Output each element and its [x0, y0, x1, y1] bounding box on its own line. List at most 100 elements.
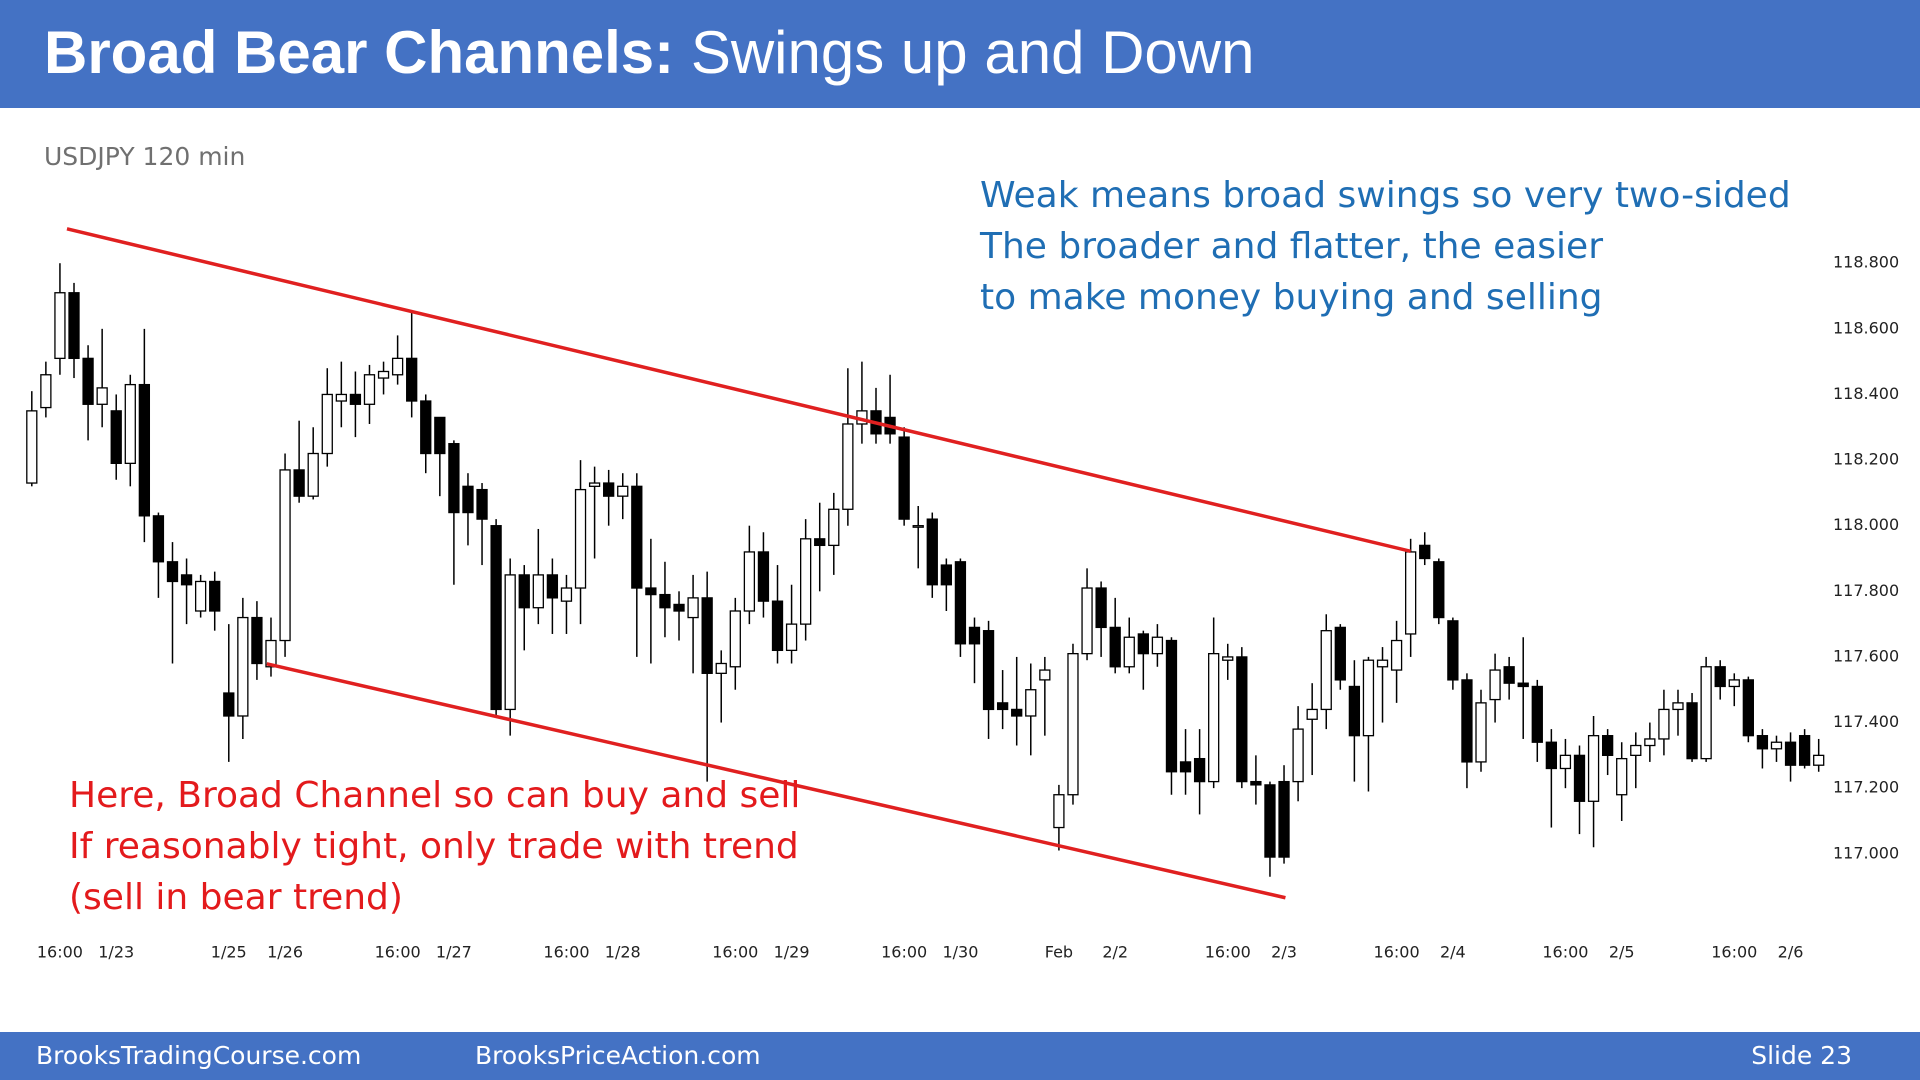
candle-body — [391, 357, 404, 376]
candle-body — [1447, 620, 1459, 681]
candle-body — [265, 639, 277, 668]
candle-body — [1292, 728, 1304, 783]
candle-body — [448, 443, 460, 514]
candle-body — [1573, 754, 1586, 802]
footer-left: BrooksTradingCourse.com — [36, 1041, 362, 1070]
x-tick-label: 2/4 — [1440, 943, 1466, 962]
candle-body — [1053, 794, 1065, 829]
candle-body — [673, 603, 685, 612]
x-tick-label: 1/23 — [98, 943, 134, 962]
candle-body — [1658, 708, 1670, 740]
candle-body — [138, 383, 151, 517]
candle-body — [1545, 741, 1558, 770]
candle-body — [546, 574, 559, 599]
candle-body — [1517, 682, 1529, 688]
candle-body — [1348, 685, 1361, 737]
candle-body — [588, 482, 601, 487]
candle-body — [814, 538, 826, 547]
title: Broad Bear Channels: Swings up and Down — [44, 18, 1255, 87]
candle-body — [490, 525, 502, 711]
candle-body — [701, 597, 713, 674]
candle-body — [954, 561, 967, 645]
candle-body — [420, 400, 432, 455]
x-tick-label: 16:00 — [1205, 943, 1251, 962]
candle-body — [237, 616, 249, 717]
candle-body — [462, 485, 474, 514]
candle-body — [1587, 735, 1600, 802]
candle-body — [1672, 702, 1684, 711]
candle-body — [1011, 708, 1023, 717]
x-tick-label: 16:00 — [1542, 943, 1588, 962]
candle-body — [715, 662, 727, 674]
candle-body — [377, 370, 390, 379]
candle-body — [335, 393, 347, 402]
candle-body — [1390, 639, 1403, 671]
candle-body — [223, 692, 235, 717]
candle-body — [574, 488, 587, 589]
x-tick-label: 1/30 — [942, 943, 978, 962]
x-tick-label: 16:00 — [712, 943, 758, 962]
candle-body — [349, 393, 362, 405]
candle-body — [1728, 679, 1740, 688]
candle-body — [209, 580, 221, 612]
x-tick-label: 16:00 — [375, 943, 421, 962]
candle-body — [1193, 757, 1206, 783]
candle-body — [1461, 679, 1473, 763]
candle-body — [1742, 679, 1754, 737]
candle-body — [363, 374, 376, 405]
candle-body — [1151, 636, 1164, 655]
candle-body — [1700, 666, 1712, 760]
candle-body — [687, 597, 699, 619]
candle-body — [1630, 744, 1642, 757]
x-tick-label: 2/5 — [1609, 943, 1635, 962]
candle-body — [645, 587, 657, 596]
footer: BrooksTradingCourse.com BrooksPriceActio… — [0, 1032, 1920, 1080]
candle-body — [1362, 659, 1375, 737]
chart: USDJPY 120 min 117.000 117.200 117.400 117.… — [26, 142, 1899, 962]
candle-body — [293, 469, 305, 497]
candle-body — [504, 574, 516, 711]
annotation-line: Weak means broad swings so very two-side… — [980, 175, 1791, 216]
trend-line — [66, 227, 1412, 553]
candle-body — [1236, 656, 1248, 783]
title-regular: Swings up and Down — [690, 19, 1255, 86]
candle-body — [532, 574, 544, 609]
x-tick-label: 1/28 — [605, 943, 641, 962]
candle-body — [40, 374, 52, 409]
candle-body — [729, 610, 741, 668]
candle-body — [1334, 626, 1346, 681]
trend-line — [266, 662, 1286, 900]
candle-body — [757, 551, 770, 602]
candle-body — [828, 508, 840, 547]
candle-body — [1081, 587, 1093, 655]
candle-body — [1165, 639, 1178, 773]
x-tick-label: 16:00 — [881, 943, 927, 962]
candle-body — [307, 452, 319, 497]
x-tick-label: 2/3 — [1271, 943, 1297, 962]
candle-body — [1770, 741, 1783, 750]
x-tick-label: 2/6 — [1778, 943, 1804, 962]
candle-body — [1489, 669, 1501, 701]
x-tick-label: 1/26 — [267, 943, 303, 962]
annotation-line: to make money buying and selling — [980, 277, 1603, 318]
candle-body — [1025, 689, 1037, 717]
candle-body — [771, 600, 784, 652]
candle-body — [1616, 757, 1628, 796]
candle-body — [68, 292, 80, 360]
candle-body — [82, 357, 94, 405]
annotation-line: The broader and flatter, the easier — [979, 226, 1603, 267]
candle-body — [1376, 659, 1389, 668]
candle-body — [110, 410, 122, 465]
y-tick-label: 118.000 — [1833, 515, 1899, 534]
candle-body — [1756, 735, 1769, 750]
candle-body — [434, 416, 446, 455]
candle-body — [603, 482, 615, 497]
candle-body — [1559, 754, 1572, 770]
chart-subtitle: USDJPY 120 min — [44, 142, 245, 171]
candle-body — [996, 702, 1009, 711]
candle-body — [617, 485, 629, 497]
candle-body — [912, 525, 924, 528]
candle-body — [1644, 738, 1656, 747]
candle-body — [26, 410, 38, 484]
